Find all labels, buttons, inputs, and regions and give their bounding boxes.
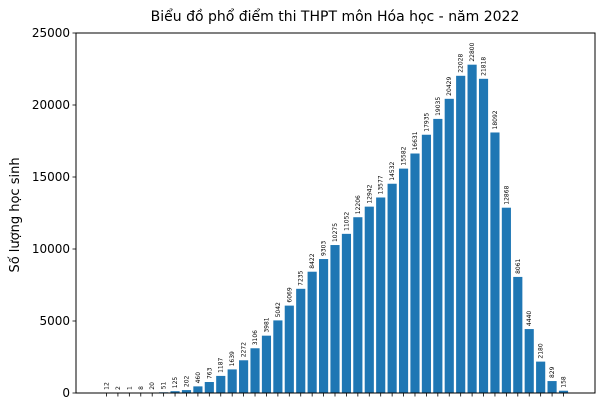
data-label: 12206 <box>355 195 362 214</box>
data-label: 12868 <box>503 185 510 204</box>
y-tick-label: 0 <box>62 386 70 400</box>
bar <box>398 168 409 393</box>
bar <box>204 382 214 393</box>
data-label: 829 <box>549 366 556 378</box>
bar <box>387 183 397 393</box>
bar <box>239 360 249 393</box>
data-label: 7235 <box>298 270 305 285</box>
y-axis: 0 5000 10000 15000 20000 25000 <box>32 26 76 400</box>
bar <box>456 75 466 394</box>
bar <box>536 361 546 393</box>
data-label: 16631 <box>412 131 419 150</box>
bar <box>547 381 557 393</box>
data-label: 3106 <box>252 330 259 345</box>
bars-group <box>101 64 569 394</box>
x-axis <box>106 393 564 397</box>
data-label: 21818 <box>481 57 488 76</box>
data-label: 22028 <box>458 54 465 73</box>
data-label: 51 <box>161 381 168 389</box>
data-label: 202 <box>183 375 190 387</box>
data-label: 10275 <box>332 223 339 242</box>
data-label: 20 <box>149 382 156 390</box>
bar <box>410 153 420 393</box>
bar <box>296 288 306 393</box>
bar <box>467 64 477 394</box>
bar <box>478 78 489 393</box>
bar <box>284 305 294 393</box>
chart-title: Biểu đồ phổ điểm thi THPT môn Hóa học - … <box>151 8 520 25</box>
data-label: 20429 <box>446 77 453 96</box>
y-axis-title: Số lượng học sinh <box>8 157 23 272</box>
data-label: 158 <box>561 376 568 388</box>
data-label: 763 <box>206 367 213 379</box>
data-label: 2272 <box>241 342 248 357</box>
data-label: 2180 <box>538 343 545 358</box>
bar <box>273 320 283 393</box>
data-label: 2 <box>115 386 122 390</box>
data-labels-group: 12 2 1 8 20 51 125 202 460 763 1187 1639 2272 3106 398… <box>104 42 568 390</box>
bar <box>376 197 386 393</box>
bar <box>433 118 443 394</box>
data-label: 12942 <box>366 184 373 203</box>
data-label: 11052 <box>343 212 350 231</box>
bar <box>319 259 329 393</box>
bar <box>193 386 203 393</box>
bar <box>170 391 180 393</box>
bar <box>513 276 523 393</box>
data-label: 9303 <box>321 241 328 256</box>
data-label: 4440 <box>526 311 533 326</box>
bar <box>261 335 272 393</box>
data-label: 8061 <box>515 258 522 273</box>
data-label: 6069 <box>286 287 293 302</box>
data-label: 19035 <box>435 97 442 116</box>
bar <box>250 348 260 393</box>
bar <box>444 98 454 393</box>
bar <box>307 271 317 393</box>
data-label: 1639 <box>229 351 236 366</box>
bar <box>227 369 237 393</box>
bar <box>524 329 534 393</box>
data-label: 14532 <box>389 161 396 180</box>
bar <box>341 233 351 393</box>
plot-frame <box>75 32 596 394</box>
y-tick-label: 20000 <box>32 98 70 112</box>
bar <box>364 206 374 393</box>
data-label: 5042 <box>275 302 282 317</box>
data-label: 12 <box>104 382 111 390</box>
bar <box>421 134 431 394</box>
data-label: 460 <box>195 372 202 384</box>
data-label: 8422 <box>309 253 316 268</box>
data-label: 125 <box>172 377 179 389</box>
data-label: 1187 <box>218 357 225 372</box>
data-label: 8 <box>138 386 145 390</box>
bar <box>330 245 340 393</box>
data-label: 22800 <box>469 42 476 61</box>
bar <box>216 375 226 393</box>
y-tick-label: 15000 <box>32 170 70 184</box>
data-label: 18092 <box>492 110 499 129</box>
bar <box>181 390 192 393</box>
bar <box>558 390 569 393</box>
y-tick-label: 5000 <box>39 314 70 328</box>
data-label: 1 <box>126 386 133 390</box>
data-label: 13577 <box>378 175 385 194</box>
data-label: 15582 <box>401 146 408 165</box>
data-label: 17935 <box>423 112 430 131</box>
bar <box>490 132 500 394</box>
bar <box>353 217 363 393</box>
bar <box>501 207 511 393</box>
data-label: 3981 <box>263 317 270 332</box>
y-tick-label: 10000 <box>32 242 70 256</box>
y-tick-label: 25000 <box>32 26 70 40</box>
